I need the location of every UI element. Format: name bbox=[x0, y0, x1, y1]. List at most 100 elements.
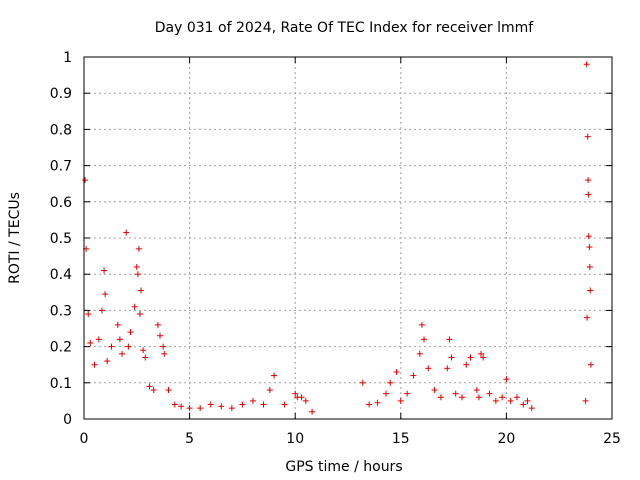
data-point bbox=[459, 394, 466, 401]
data-point bbox=[467, 354, 474, 361]
x-tick-label: 25 bbox=[603, 431, 621, 447]
data-point bbox=[404, 390, 411, 397]
data-point bbox=[150, 387, 157, 394]
data-point bbox=[298, 394, 305, 401]
data-point bbox=[437, 394, 444, 401]
x-axis-label: GPS time / hours bbox=[285, 459, 402, 475]
data-point bbox=[507, 397, 514, 404]
data-point bbox=[586, 263, 593, 270]
data-point bbox=[197, 405, 204, 412]
plot-frame bbox=[83, 56, 613, 420]
data-point bbox=[119, 350, 126, 357]
data-point bbox=[271, 372, 278, 379]
y-tick-label: 0.1 bbox=[50, 376, 72, 392]
data-point bbox=[135, 245, 142, 252]
data-point bbox=[161, 350, 168, 357]
data-point bbox=[513, 394, 520, 401]
data-points bbox=[82, 61, 594, 415]
data-point bbox=[116, 336, 123, 343]
data-point bbox=[160, 343, 167, 350]
data-point bbox=[82, 177, 89, 184]
data-point bbox=[473, 387, 480, 394]
data-point bbox=[463, 361, 470, 368]
data-point bbox=[486, 390, 493, 397]
data-point bbox=[186, 405, 193, 412]
data-point bbox=[104, 358, 111, 365]
data-point bbox=[448, 354, 455, 361]
data-point bbox=[85, 311, 92, 318]
x-tick-label: 10 bbox=[286, 431, 304, 447]
data-point bbox=[410, 372, 417, 379]
data-point bbox=[102, 291, 109, 298]
data-point bbox=[528, 405, 535, 412]
data-point bbox=[584, 314, 591, 321]
data-point bbox=[383, 390, 390, 397]
data-point bbox=[374, 399, 381, 406]
data-point bbox=[499, 394, 506, 401]
data-point bbox=[583, 61, 590, 68]
data-point bbox=[387, 379, 394, 386]
data-point bbox=[125, 343, 132, 350]
data-point bbox=[101, 267, 108, 274]
data-point bbox=[266, 387, 273, 394]
data-point bbox=[136, 311, 143, 318]
data-point bbox=[281, 401, 288, 408]
data-point bbox=[140, 347, 147, 354]
data-point bbox=[359, 379, 366, 386]
data-point bbox=[452, 390, 459, 397]
data-point bbox=[585, 233, 592, 240]
data-point bbox=[309, 408, 316, 415]
y-tick-label: 0.8 bbox=[50, 122, 72, 138]
data-point bbox=[146, 383, 153, 390]
data-point bbox=[520, 401, 527, 408]
data-point bbox=[114, 321, 121, 328]
y-tick-label: 0.7 bbox=[50, 159, 72, 175]
data-point bbox=[133, 263, 140, 270]
data-point bbox=[421, 336, 428, 343]
tick-labels: 0 5 10 15 20 25 0 0.1 0.2 0.3 0.4 0.5 0.6 0.7 0.8 0.9 1 bbox=[50, 50, 621, 447]
data-point bbox=[584, 133, 591, 140]
y-tick-label: 0.2 bbox=[50, 340, 72, 356]
data-point bbox=[393, 368, 400, 375]
data-point bbox=[171, 401, 178, 408]
x-tick-label: 5 bbox=[185, 431, 194, 447]
data-point bbox=[123, 229, 130, 236]
data-point bbox=[503, 376, 510, 383]
data-point bbox=[585, 191, 592, 198]
data-point bbox=[446, 336, 453, 343]
data-point bbox=[249, 397, 256, 404]
data-point bbox=[98, 307, 105, 314]
y-tick-label: 0.6 bbox=[50, 195, 72, 211]
data-point bbox=[131, 303, 138, 310]
data-point bbox=[425, 365, 432, 372]
data-point bbox=[239, 401, 246, 408]
data-point bbox=[492, 397, 499, 404]
data-point bbox=[91, 361, 98, 368]
data-point bbox=[302, 397, 309, 404]
data-point bbox=[475, 394, 482, 401]
data-point bbox=[418, 321, 425, 328]
data-point bbox=[127, 329, 134, 336]
grid bbox=[84, 57, 612, 419]
data-point bbox=[154, 321, 161, 328]
data-point bbox=[108, 343, 115, 350]
y-tick-label: 1 bbox=[63, 50, 72, 66]
y-axis-label: ROTI / TECUs bbox=[7, 192, 23, 284]
x-tick-label: 20 bbox=[497, 431, 515, 447]
data-point bbox=[431, 387, 438, 394]
data-point bbox=[134, 271, 141, 278]
data-point bbox=[165, 387, 172, 394]
data-point bbox=[157, 332, 164, 339]
data-point bbox=[207, 401, 214, 408]
y-tick-label: 0.3 bbox=[50, 303, 72, 319]
data-point bbox=[142, 354, 149, 361]
axis-ticks bbox=[83, 56, 613, 420]
data-point bbox=[478, 350, 485, 357]
data-point bbox=[397, 397, 404, 404]
data-point bbox=[582, 397, 589, 404]
data-point bbox=[87, 339, 94, 346]
data-point bbox=[218, 403, 225, 410]
data-point bbox=[178, 403, 185, 410]
data-point bbox=[416, 350, 423, 357]
